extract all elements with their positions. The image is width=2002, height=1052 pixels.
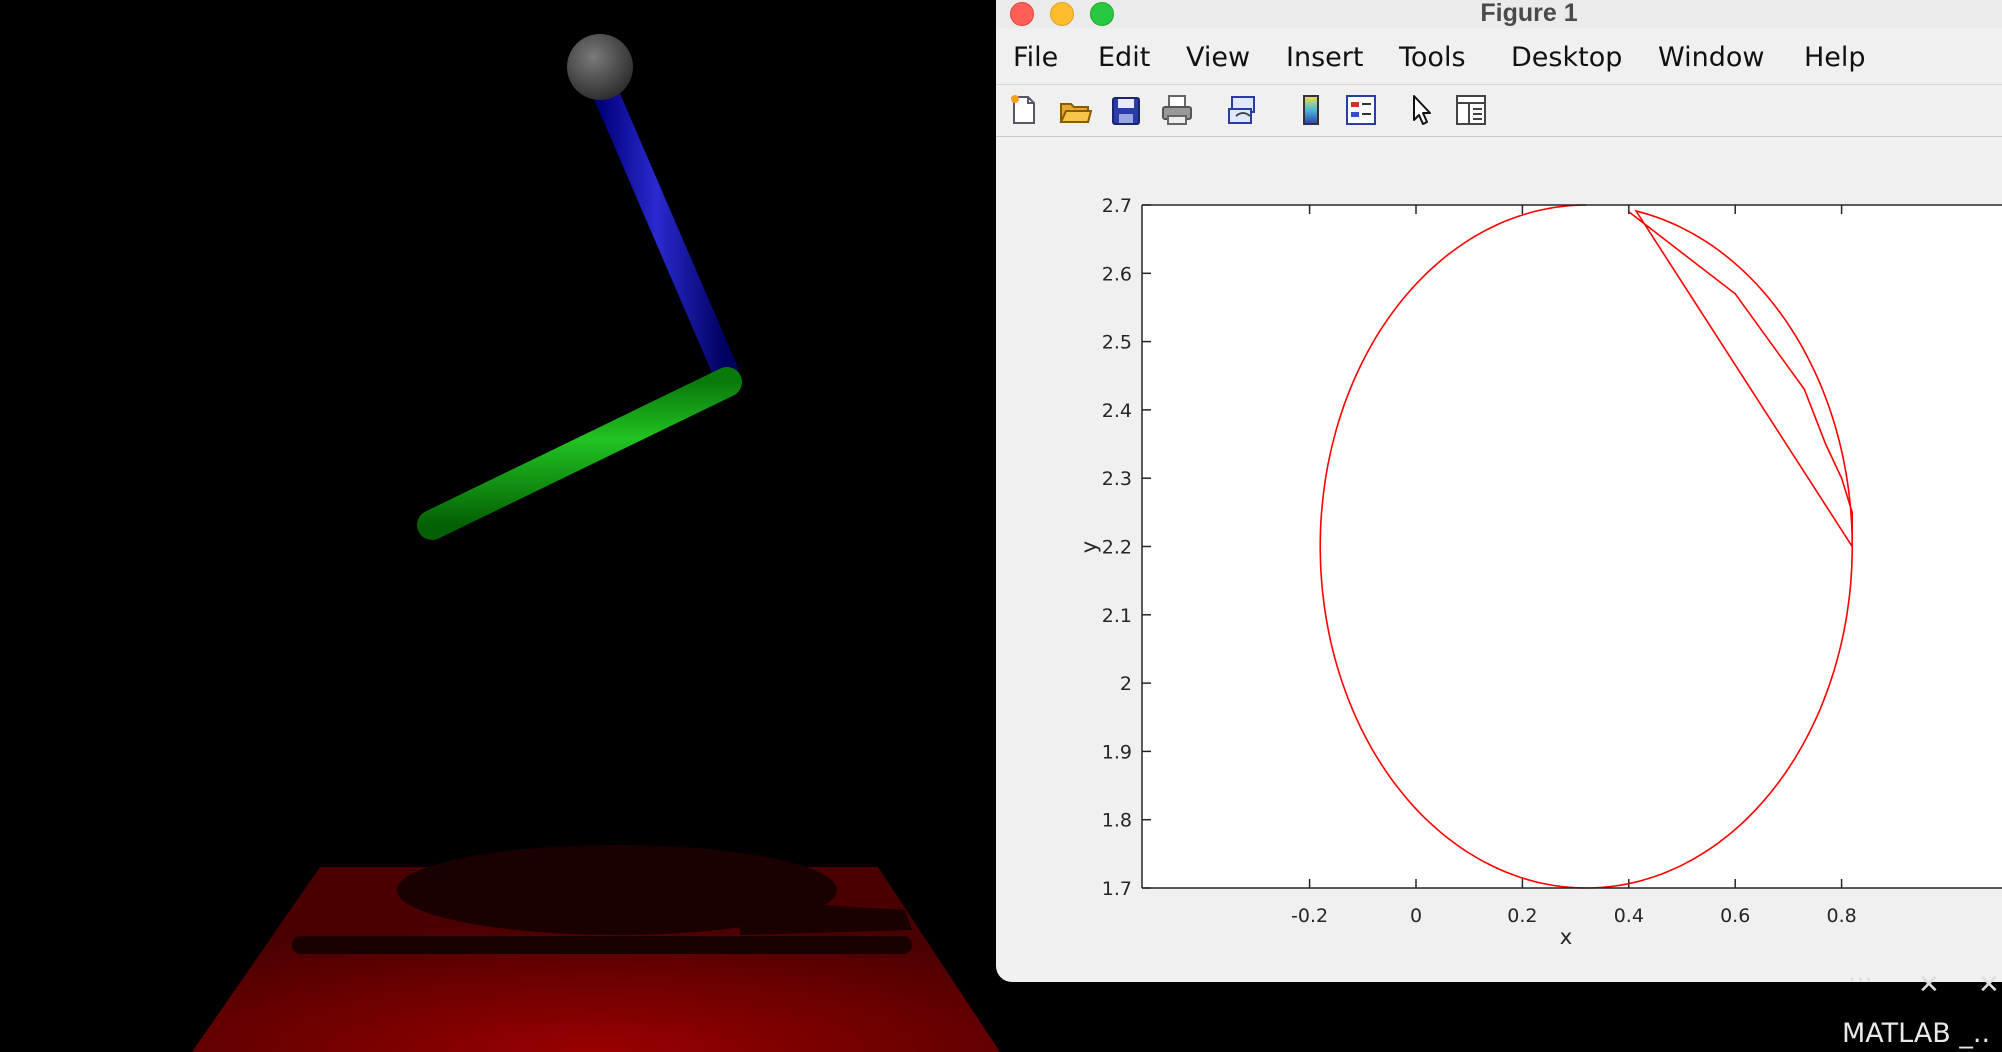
plot-area — [1142, 205, 2002, 888]
x-tick-label: 0.2 — [1507, 905, 1537, 927]
minimize-window-button[interactable] — [1050, 2, 1074, 26]
menu-desktop[interactable]: Desktop — [1511, 42, 1623, 73]
save-icon[interactable] — [1109, 92, 1143, 128]
y-tick-label: 2.2 — [1102, 537, 1132, 559]
lower-link-green — [417, 367, 742, 540]
matlab-taskbar-item[interactable]: MATLAB _.. — [1842, 1018, 1990, 1052]
x-tick-label: 0.8 — [1826, 905, 1856, 927]
menu-edit[interactable]: Edit — [1098, 42, 1151, 73]
menu-window[interactable]: Window — [1658, 42, 1765, 73]
menu-tools[interactable]: Tools — [1399, 42, 1466, 73]
menu-file[interactable]: File — [1013, 42, 1059, 73]
y-tick-label: 1.9 — [1102, 741, 1132, 763]
close-icon[interactable]: ✕ — [1918, 970, 1940, 1000]
more-icon[interactable]: ... — [1848, 958, 1873, 988]
plot-axes[interactable]: -0.2 0 0.2 0.4 0.6 0.8 1.7 1.8 1.9 2 2.1 2.2 2.3 2.4… — [996, 137, 2002, 982]
upper-link-blue — [587, 67, 738, 383]
y-tick-labels: 1.7 1.8 1.9 2 2.1 2.2 2.3 2.4 2.5 2.6 2.7 — [1102, 195, 1132, 900]
menu-view[interactable]: View — [1186, 42, 1251, 73]
menu-help[interactable]: Help — [1804, 42, 1866, 73]
edit-plot-cursor-icon[interactable] — [1404, 92, 1438, 128]
end-effector-ball — [567, 34, 633, 100]
link-plot-icon[interactable] — [1226, 92, 1260, 128]
colorbar-icon[interactable] — [1294, 92, 1328, 128]
toolbar-divider — [996, 136, 2002, 137]
menu-divider — [996, 84, 2002, 85]
y-tick-label: 2.6 — [1102, 263, 1132, 285]
x-axis-label: x — [1560, 925, 1572, 949]
matlab-label: MATLAB _.. — [1842, 1018, 1991, 1049]
taskbar-controls: ... ✕ ✕ — [1840, 958, 2002, 1006]
maximize-window-button[interactable] — [1090, 2, 1114, 26]
menu-insert[interactable]: Insert — [1286, 42, 1364, 73]
y-tick-label: 2.1 — [1102, 605, 1132, 627]
close-window-button[interactable] — [1010, 2, 1034, 26]
legend-icon[interactable] — [1344, 92, 1378, 128]
y-tick-label: 1.8 — [1102, 810, 1132, 832]
open-file-icon[interactable] — [1058, 92, 1093, 128]
print-icon[interactable] — [1160, 92, 1194, 128]
figure-window: Figure 1 File Edit View Insert Tools Des… — [996, 0, 2002, 982]
y-tick-label: 2.3 — [1102, 468, 1132, 490]
new-figure-icon[interactable] — [1006, 92, 1040, 128]
title-bar[interactable]: Figure 1 — [996, 0, 2002, 28]
x-tick-labels: -0.2 0 0.2 0.4 0.6 0.8 — [1291, 905, 1857, 927]
y-tick-label: 2.7 — [1102, 195, 1132, 217]
y-tick-label: 2.4 — [1102, 400, 1132, 422]
x-tick-label: 0.4 — [1614, 905, 1644, 927]
menu-bar: File Edit View Insert Tools Desktop Wind… — [996, 42, 2002, 82]
y-tick-label: 1.7 — [1102, 878, 1132, 900]
y-tick-label: 2.5 — [1102, 332, 1132, 354]
property-inspector-icon[interactable] — [1454, 92, 1488, 128]
window-title: Figure 1 — [1480, 0, 1578, 27]
robot-arm-3d-view — [192, 34, 1000, 1052]
floor-plane — [192, 845, 1000, 1052]
y-tick-label: 2 — [1120, 673, 1132, 695]
figure-toolbar — [996, 92, 2002, 136]
x-tick-label: 0 — [1410, 905, 1422, 927]
y-axis-label: y — [1077, 541, 1101, 553]
close-icon[interactable]: ✕ — [1978, 970, 2000, 1000]
x-tick-label: 0.6 — [1720, 905, 1750, 927]
x-tick-label: -0.2 — [1291, 905, 1328, 927]
